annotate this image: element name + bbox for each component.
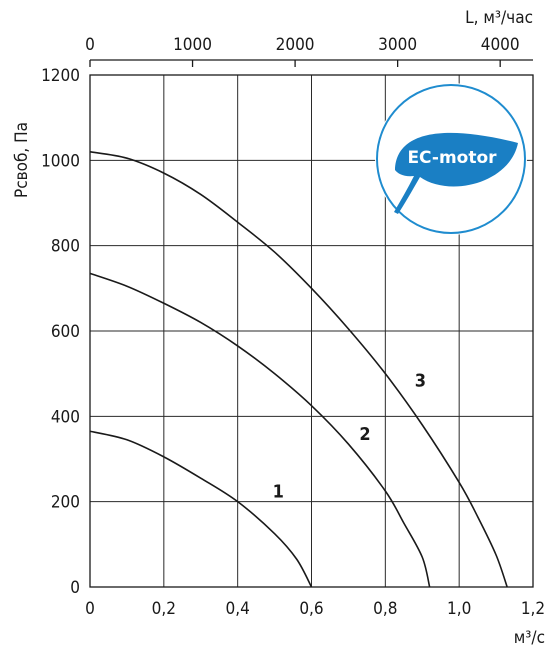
y-tick-label: 1200 [41,66,80,86]
y-tick-label: 0 [70,578,80,598]
y-tick-label: 600 [51,322,80,342]
y-tick-label: 400 [51,407,80,427]
curve-label-1: 1 [273,481,284,502]
curve-1 [89,430,313,588]
x-tick-label: 0,2 [152,599,176,619]
y-tick-label: 1000 [41,151,80,171]
x-tick-label: 1,0 [447,599,471,619]
curve-label-3: 3 [415,370,426,391]
badge-ring [376,84,526,234]
x-axis-title: м³/с [514,628,545,648]
badge-text: EC-motor [407,148,497,168]
top-axis: 0 1000 2000 3000 4000 [85,35,533,67]
y-axis-title: Рсвоб, Па [12,122,32,198]
ec-motor-badge: EC-motor [375,83,527,235]
curve-labels: 1 2 3 [273,370,426,502]
curve-3 [89,151,508,588]
x-tick-label: 0,6 [299,599,323,619]
tick-labels: 0 0,2 0,4 0,6 0,8 1,0 1,2 0 200 400 600 800 1000 1200 [41,66,545,619]
top-tick-label: 1000 [173,35,212,55]
y-tick-label: 800 [51,237,80,257]
top-axis-title: L, м³/час [465,8,533,28]
top-tick-label: 3000 [378,35,417,55]
curves [89,151,508,588]
x-tick-label: 0,4 [226,599,250,619]
curve-label-2: 2 [359,424,370,445]
top-tick-label: 4000 [481,35,520,55]
x-tick-label: 0 [85,599,95,619]
x-tick-label: 1,2 [521,599,545,619]
x-tick-label: 0,8 [373,599,397,619]
leaf-icon [394,132,518,214]
curve-2 [89,272,431,588]
y-tick-label: 200 [51,493,80,513]
top-tick-label: 0 [85,35,95,55]
top-tick-label: 2000 [276,35,315,55]
